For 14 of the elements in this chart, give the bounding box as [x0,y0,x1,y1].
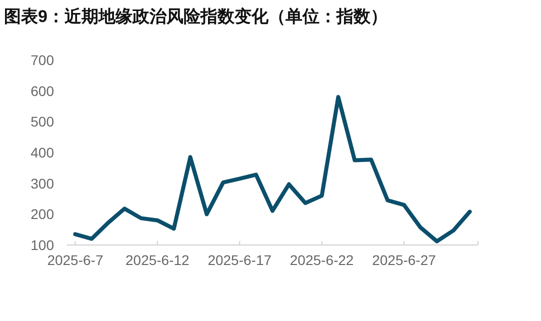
y-tick-label: 600 [30,82,54,99]
y-tick-label: 700 [30,52,54,68]
chart-title: 图表9：近期地缘政治风险指数变化（单位：指数） [4,7,388,26]
y-tick-label: 200 [30,206,54,222]
x-tick-label: 2025-6-22 [290,252,354,268]
y-tick-label: 100 [30,237,54,253]
x-tick-label: 2025-6-17 [208,252,272,268]
y-tick-label: 400 [30,144,54,160]
x-tick-label: 2025-6-12 [126,252,190,268]
x-tick-label: 2025-6-7 [47,252,104,268]
x-tick-label: 2025-6-27 [372,252,436,268]
y-tick-label: 300 [30,175,54,192]
y-tick-label: 500 [30,114,54,130]
line-series [73,95,472,244]
